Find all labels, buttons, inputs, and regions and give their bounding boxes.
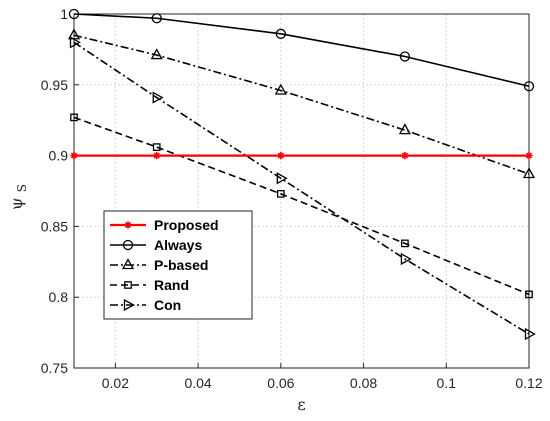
data-point [400, 252, 412, 266]
data-point [401, 239, 409, 248]
x-tick-label: 0.12 [515, 375, 542, 391]
data-point [525, 290, 533, 299]
data-point [523, 81, 535, 92]
legend-label: P-based [154, 257, 208, 273]
y-tick-label: 0.9 [49, 148, 69, 164]
data-point [67, 28, 81, 40]
data-point [399, 51, 411, 62]
series-line [73, 116, 530, 296]
series-group [67, 8, 536, 341]
series-proposed [70, 152, 533, 160]
y-tick-label: 0.85 [41, 218, 68, 234]
plot-area [73, 13, 530, 369]
legend-item: Proposed [110, 217, 219, 233]
data-point [68, 8, 80, 20]
legend-item: Always [110, 237, 202, 253]
x-tick-label: 0.02 [102, 375, 129, 391]
y-tick-label: 0.8 [49, 289, 69, 305]
legend-marker [121, 258, 135, 270]
y-tick-label: 0.95 [41, 77, 68, 93]
series-line [73, 41, 530, 335]
y-axis-label-main: ψ [7, 197, 26, 210]
series-con [69, 36, 536, 341]
series-rand [70, 113, 533, 299]
axis-ticks: 0.02 0.04 0.06 0.08 0.1 0.12 0.75 0.8 0.85 0.9 0.9… [41, 6, 543, 391]
data-point [275, 28, 286, 39]
legend-label: Rand [154, 277, 189, 293]
data-point [152, 91, 164, 104]
legend-label: Con [154, 297, 181, 313]
x-tick-label: 0.04 [184, 375, 211, 391]
data-point [277, 152, 285, 160]
legend-marker [124, 281, 132, 289]
y-tick-label: 1 [60, 6, 68, 22]
legend-label: Always [154, 237, 202, 253]
data-point [524, 327, 536, 341]
data-point [69, 36, 81, 49]
legend: Proposed Always P-based Rand Con [103, 210, 253, 320]
data-point [276, 172, 288, 185]
data-point [401, 152, 409, 160]
legend-item: P-based [110, 257, 208, 273]
legend-item: Rand [110, 277, 189, 293]
data-point [276, 189, 285, 198]
data-point [70, 113, 78, 122]
series-line [73, 13, 530, 87]
svg-text:ψ S: ψ S [7, 184, 29, 210]
series-p-based [67, 28, 536, 179]
y-axis-label-sub: S [15, 184, 29, 192]
x-tick-label: 0.1 [437, 375, 457, 391]
y-axis-label: ψ S [7, 184, 29, 210]
x-tick-label: 0.08 [350, 375, 377, 391]
legend-marker [122, 239, 134, 251]
series-line [73, 34, 530, 175]
series-always [68, 8, 535, 92]
x-tick-label: 0.06 [267, 375, 294, 391]
data-point [525, 152, 533, 160]
data-point [274, 83, 287, 95]
legend-marker [124, 221, 132, 229]
data-point [151, 13, 162, 24]
data-point [70, 152, 78, 160]
legend-marker [123, 298, 135, 312]
legend-label: Proposed [154, 217, 219, 233]
y-tick-label: 0.75 [41, 360, 68, 376]
data-point [152, 143, 161, 151]
data-point [153, 152, 161, 160]
x-axis-label: ε [297, 395, 305, 414]
legend-item: Con [110, 297, 181, 313]
data-point [398, 123, 412, 135]
data-point [150, 48, 163, 60]
data-point [522, 167, 536, 179]
